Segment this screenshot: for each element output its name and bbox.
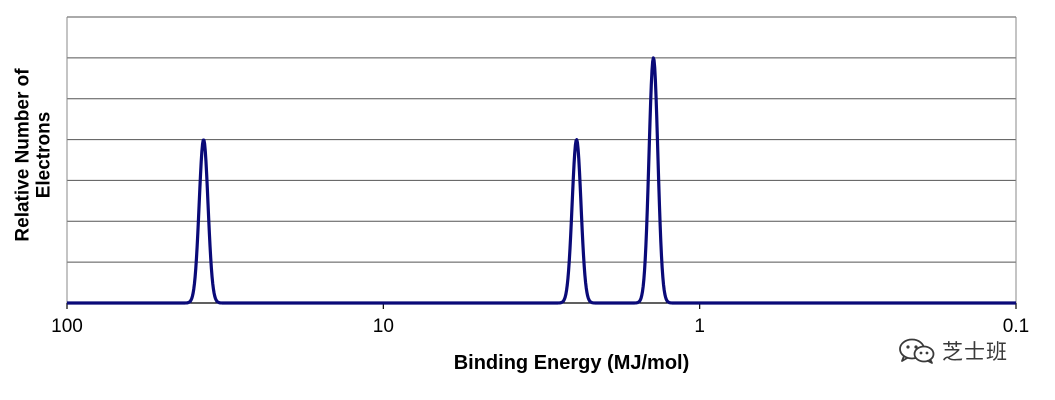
wechat-icon	[899, 338, 935, 364]
y-axis-title: Relative Number of Electrons	[6, 40, 62, 270]
x-tick-label: 100	[51, 316, 83, 337]
watermark-text: 芝士班	[942, 340, 1008, 364]
watermark: 芝士班	[898, 336, 1008, 366]
y-axis-title-line-1: Relative Number of	[13, 68, 34, 242]
x-tick-label: 0.1	[1003, 316, 1029, 337]
x-tick-label: 1	[694, 316, 705, 337]
y-axis-title-line-2: Electrons	[34, 111, 55, 199]
series-line	[66, 56, 1017, 305]
x-tick-label: 10	[373, 316, 394, 337]
